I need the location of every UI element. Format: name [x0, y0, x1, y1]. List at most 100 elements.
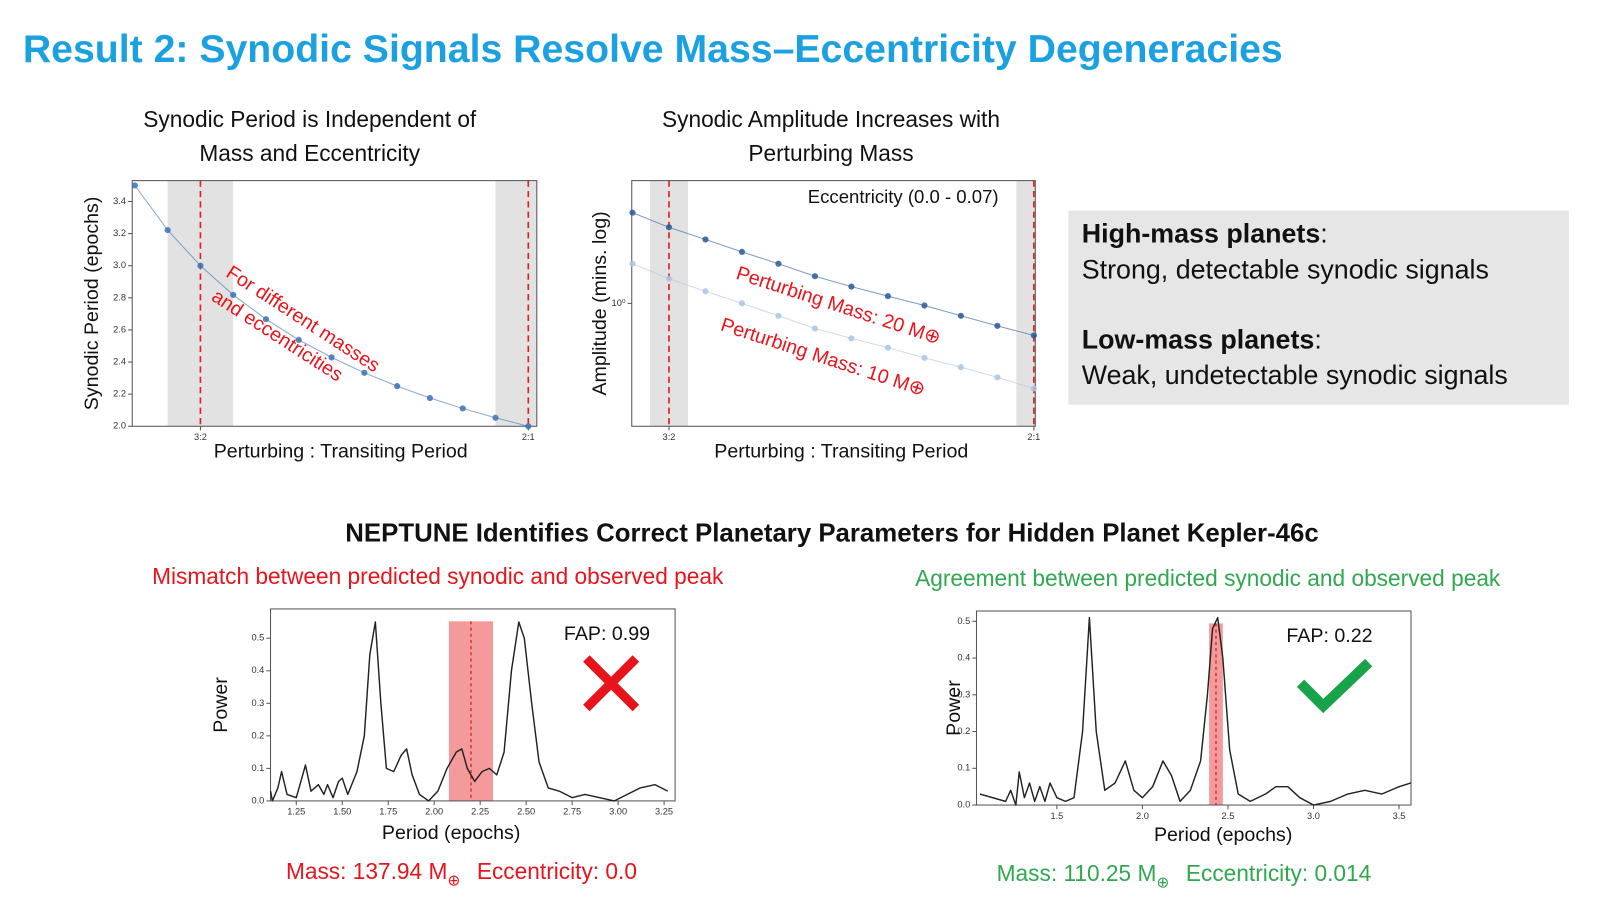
x-axis-label: Period (epochs)	[382, 822, 520, 844]
x-tick-label: 2.50	[517, 807, 535, 817]
point	[328, 354, 335, 361]
point	[361, 369, 368, 376]
point	[459, 405, 466, 412]
point	[994, 322, 1001, 329]
caption-mass: Mass: 137.94 M	[286, 858, 447, 884]
point	[775, 312, 782, 319]
info-text: Weak, undetectable synodic signals	[1082, 360, 1508, 390]
cross-icon	[583, 655, 640, 712]
point	[197, 262, 204, 269]
point	[525, 423, 532, 430]
chart-subtitle: Mismatch between predicted synodic and o…	[152, 563, 724, 589]
y-tick-label: 2.4	[113, 356, 126, 366]
point	[492, 414, 499, 421]
point	[665, 224, 673, 231]
point	[994, 374, 1001, 381]
slide-title: Result 2: Synodic Signals Resolve Mass–E…	[23, 27, 1283, 71]
caption-symbol: ⊕	[447, 873, 460, 890]
point	[738, 300, 746, 307]
point	[629, 209, 636, 216]
x-tick-label: 3:2	[663, 432, 676, 442]
chart-title: Mass and Eccentricity	[199, 140, 420, 166]
chart-subtitle: Agreement between predicted synodic and …	[915, 565, 1501, 591]
y-tick-label: 3.4	[113, 196, 126, 206]
chart: 0.0 0.1 0.2 0.3 0.4 0.5 1.5 2.0 2.5 3.0 3.5 Agreeme…	[915, 565, 1501, 892]
x-tick-label: 2.5	[1222, 811, 1235, 821]
y-tick-label: 3.0	[113, 260, 126, 270]
point	[230, 291, 237, 299]
point	[426, 394, 434, 402]
x-tick-label: 2:1	[1027, 432, 1040, 442]
section-title: NEPTUNE Identifies Correct Planetary Par…	[345, 519, 1318, 547]
point	[1030, 385, 1037, 392]
point	[848, 335, 855, 342]
shaded-region	[1016, 180, 1036, 427]
info-box	[1068, 210, 1569, 405]
plot-frame	[131, 180, 538, 427]
point	[394, 383, 401, 390]
info-punct: :	[1314, 325, 1321, 355]
chart: 0.0 0.1 0.2 0.3 0.4 0.5 1.25 1.50 1.75 2.00 2.25 2.…	[152, 563, 724, 890]
x-axis-label: Perturbing : Transiting Period	[714, 440, 968, 462]
point	[131, 182, 138, 189]
y-axis-label: Amplitude (mins. log)	[589, 211, 611, 395]
point	[1030, 332, 1037, 339]
periodogram-line	[269, 621, 669, 802]
point	[738, 248, 746, 255]
shaded-region	[167, 180, 234, 427]
y-tick-label: 0.2	[251, 730, 264, 740]
caption-eccentricity: Eccentricity: 0.0	[477, 858, 637, 884]
point	[262, 316, 270, 323]
caption-eccentricity: Eccentricity: 0.014	[1186, 860, 1371, 886]
shaded-region	[650, 180, 688, 427]
point	[775, 260, 782, 267]
info-punct: :	[1320, 218, 1327, 248]
point	[665, 275, 673, 282]
info-heading-text: Low-mass planets	[1082, 325, 1315, 355]
y-tick-label: 0.0	[251, 795, 264, 805]
x-tick-label: 2.25	[471, 807, 489, 817]
y-tick-label: 2.6	[113, 324, 126, 334]
plot-frame	[270, 608, 676, 802]
x-tick-label: 1.5	[1050, 811, 1063, 821]
y-axis-label: Synodic Period (epochs)	[81, 197, 103, 411]
y-axis-label: Power	[210, 677, 232, 733]
y-tick-label: 2.0	[113, 421, 126, 431]
caption: Mass: 110.25 M⊕ Eccentricity: 0.014	[997, 860, 1372, 891]
x-tick-label: 3.0	[1307, 811, 1320, 821]
x-axis-label: Perturbing : Transiting Period	[214, 440, 468, 462]
x-axis-label: Period (epochs)	[1154, 824, 1292, 846]
info-text: Strong, detectable synodic signals	[1082, 255, 1489, 285]
point	[921, 354, 928, 361]
info-heading: Low-mass planets:	[1082, 325, 1322, 355]
plot-frame	[975, 610, 1412, 806]
y-tick-label: 2.8	[113, 292, 126, 302]
x-tick-label: 2.00	[425, 807, 443, 817]
trend-line	[632, 212, 1034, 336]
y-tick-label: 0.5	[957, 616, 970, 626]
x-tick-label: 2.75	[563, 807, 581, 817]
x-tick-label: 3.00	[609, 807, 627, 817]
point	[295, 336, 302, 343]
point	[957, 312, 964, 319]
annotation: Eccentricity (0.0 - 0.07)	[808, 186, 999, 207]
x-tick-label: 3:2	[194, 432, 207, 442]
x-tick-label: 1.50	[333, 807, 351, 817]
y-tick-label: 0.4	[957, 653, 970, 663]
y-tick-label: 0.2	[957, 726, 970, 736]
point	[702, 288, 709, 295]
point	[629, 260, 636, 267]
shaded-region	[495, 180, 537, 427]
x-tick-label: 1.25	[287, 807, 305, 817]
x-tick-label: 1.75	[379, 807, 397, 817]
point	[884, 344, 892, 351]
y-axis-label: Power	[943, 680, 965, 736]
point	[702, 236, 709, 243]
x-tick-label: 3.5	[1393, 811, 1406, 821]
x-tick-label: 3.25	[655, 807, 673, 817]
point	[848, 283, 855, 290]
y-tick-label: 10⁰	[612, 298, 626, 308]
x-tick-label: 2:1	[522, 432, 535, 442]
